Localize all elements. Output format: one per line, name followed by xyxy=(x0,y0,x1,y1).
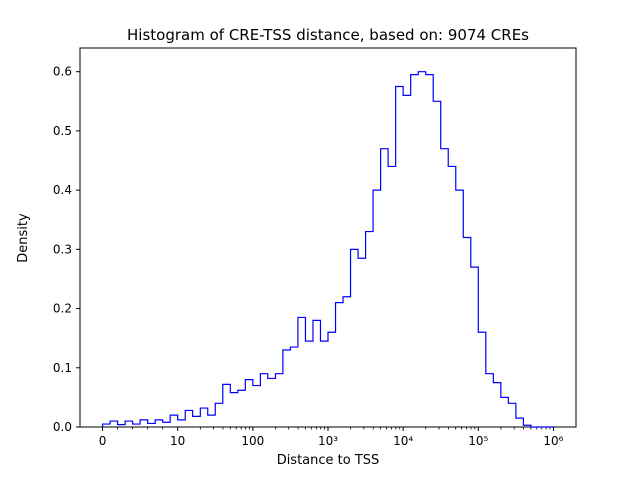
x-tick-label: 100 xyxy=(241,434,264,448)
y-tick-label: 0.5 xyxy=(53,124,72,138)
y-tick-label: 0.1 xyxy=(53,361,72,375)
y-tick-label: 0.3 xyxy=(53,242,72,256)
y-axis-ticks: 0.0 0.1 0.2 0.3 0.4 0.5 0.6 xyxy=(53,65,80,434)
histogram-step-line xyxy=(101,71,554,428)
x-tick-label: 10⁴ xyxy=(393,434,413,448)
y-tick-label: 0.4 xyxy=(53,183,72,197)
x-axis-ticks: 0 10 100 10³ 10⁴ 10⁵ 10⁶ xyxy=(99,427,564,448)
x-axis-minor-ticks xyxy=(117,427,551,430)
x-tick-label: 0 xyxy=(99,434,107,448)
y-axis-label: Density xyxy=(16,213,31,263)
x-tick-label: 10³ xyxy=(318,434,338,448)
x-tick-label: 10⁵ xyxy=(468,434,488,448)
x-tick-label: 10⁶ xyxy=(543,434,563,448)
y-tick-label: 0.6 xyxy=(53,65,72,79)
plot-frame xyxy=(79,47,577,428)
y-tick-label: 0.2 xyxy=(53,302,72,316)
x-axis-label: Distance to TSS xyxy=(277,453,380,468)
y-tick-label: 0.0 xyxy=(53,420,72,434)
x-tick-label: 10 xyxy=(170,434,185,448)
plot-area xyxy=(101,71,554,428)
chart-title: Histogram of CRE-TSS distance, based on:… xyxy=(127,26,529,44)
